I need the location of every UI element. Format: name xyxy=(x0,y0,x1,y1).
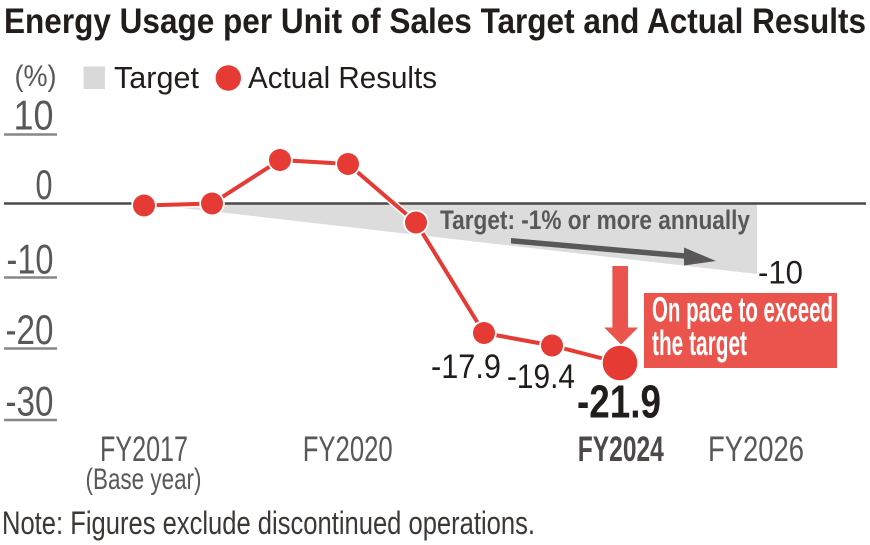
svg-text:Target: -1% or more annually: Target: -1% or more annually xyxy=(440,205,750,235)
svg-text:10: 10 xyxy=(14,93,54,139)
svg-text:Note: Figures exclude disconti: Note: Figures exclude discontinued opera… xyxy=(2,504,535,541)
svg-text:-19.4: -19.4 xyxy=(507,358,575,396)
svg-text:-10: -10 xyxy=(758,254,803,291)
svg-text:-21.9: -21.9 xyxy=(577,376,661,428)
svg-text:0: 0 xyxy=(36,162,53,208)
svg-text:-10: -10 xyxy=(7,237,54,283)
svg-text:the target: the target xyxy=(652,324,747,363)
svg-text:Actual Results: Actual Results xyxy=(248,61,437,95)
svg-text:-20: -20 xyxy=(6,307,54,353)
svg-text:Energy Usage per Unit of Sales: Energy Usage per Unit of Sales Target an… xyxy=(4,2,866,41)
svg-text:FY2017: FY2017 xyxy=(100,429,188,469)
svg-text:Target: Target xyxy=(114,61,200,95)
svg-text:(%): (%) xyxy=(15,60,57,93)
svg-text:(Base year): (Base year) xyxy=(86,463,202,496)
svg-text:-17.9: -17.9 xyxy=(431,348,501,386)
svg-text:FY2024: FY2024 xyxy=(578,429,664,469)
svg-text:-30: -30 xyxy=(6,379,54,425)
svg-text:FY2020: FY2020 xyxy=(303,429,393,469)
svg-text:FY2026: FY2026 xyxy=(708,429,804,469)
svg-text:On pace to exceed: On pace to exceed xyxy=(652,291,833,330)
